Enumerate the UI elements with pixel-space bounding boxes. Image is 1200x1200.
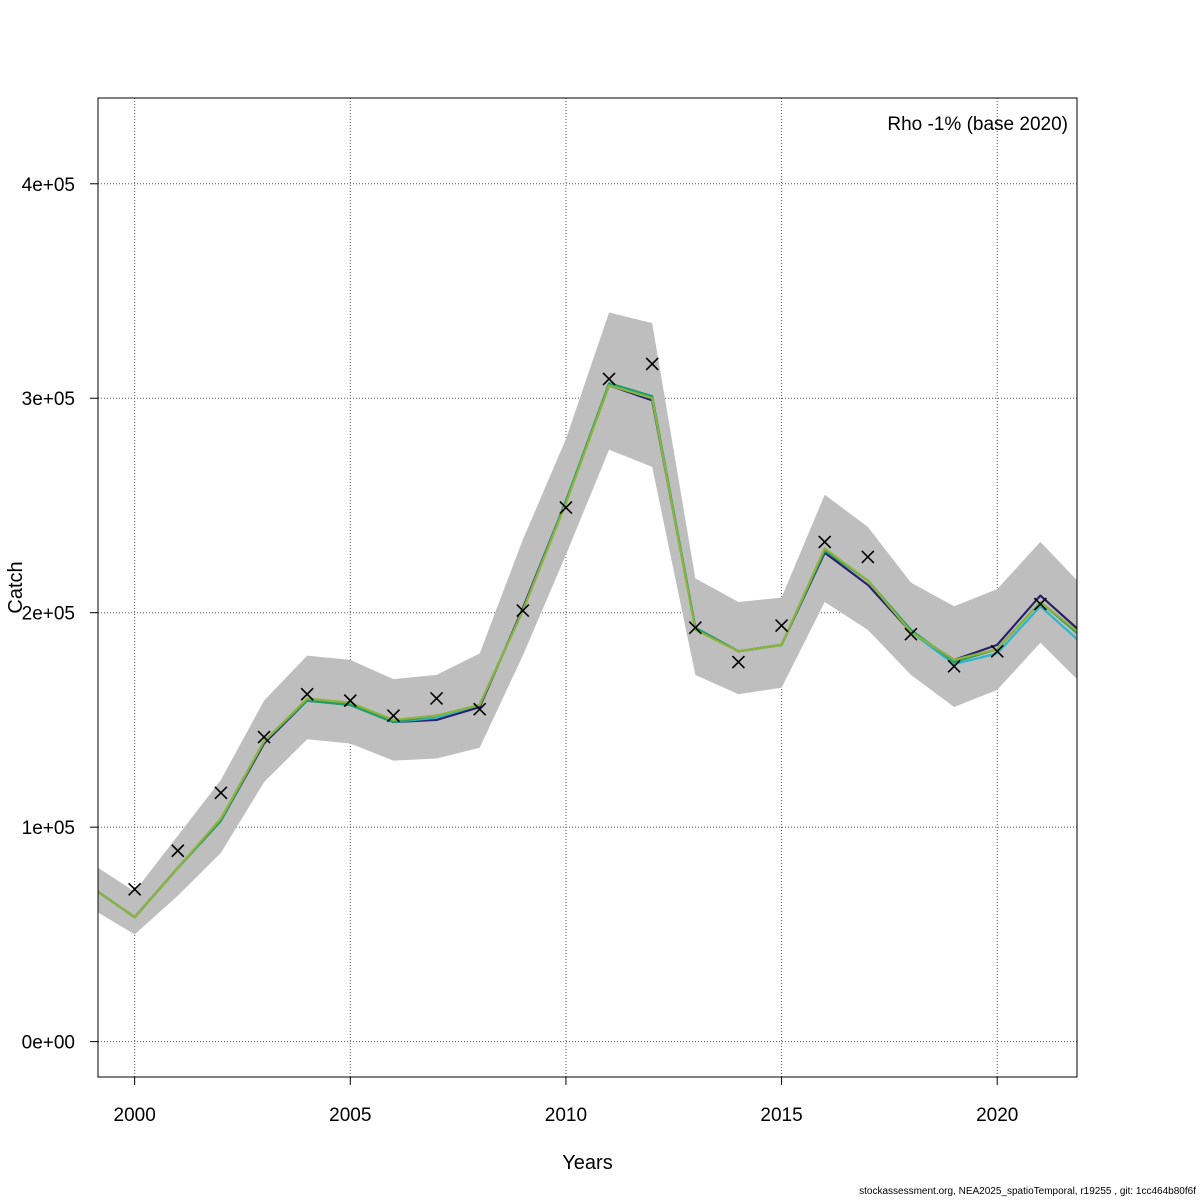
x-tick-label: 2005 — [329, 1105, 371, 1126]
observed-catch-point — [861, 550, 875, 564]
confidence-band-layer — [98, 312, 1077, 935]
y-tick-label: 3e+05 — [22, 389, 75, 410]
y-tick-label: 1e+05 — [22, 818, 75, 839]
observed-catch-point — [343, 694, 357, 708]
y-axis-title: Catch — [5, 561, 27, 613]
observed-catch-point — [775, 619, 789, 633]
grid-lines — [98, 98, 1077, 1077]
observed-catch-point — [1033, 597, 1047, 611]
observed-catch-point — [300, 687, 314, 701]
retro-series-line-4 — [98, 384, 1077, 919]
observed-catch-point — [429, 691, 444, 706]
observed-catch-point — [731, 655, 746, 669]
series-lines-layer — [98, 382, 1077, 919]
x-axis-title: Years — [562, 1152, 612, 1174]
observed-catch-point — [904, 627, 918, 641]
x-tick-label: 2015 — [760, 1105, 802, 1126]
y-tick-label: 2e+05 — [22, 604, 75, 625]
observed-catch-point — [947, 659, 961, 673]
confidence-band — [98, 312, 1077, 935]
y-axis: 0e+00 1e+05 2e+05 3e+05 4e+05 — [22, 175, 98, 1054]
observed-catch-point — [516, 603, 530, 618]
footer-credit: stockassessment.org, NEA2025_spatioTempo… — [859, 1186, 1196, 1197]
x-tick-label: 2020 — [976, 1105, 1018, 1126]
observed-markers-layer — [128, 357, 1047, 896]
observed-catch-point — [214, 786, 228, 800]
observed-catch-point — [688, 621, 702, 635]
observed-catch-point — [257, 730, 271, 744]
y-tick-label: 4e+05 — [22, 175, 75, 196]
plot-frame — [97, 97, 1078, 1078]
observed-catch-point — [171, 844, 185, 858]
x-tick-label: 2000 — [114, 1105, 156, 1126]
observed-catch-point — [386, 709, 400, 723]
observed-catch-point — [645, 357, 659, 371]
observed-catch-point — [559, 501, 573, 515]
observed-catch-point — [602, 372, 616, 386]
retro-annotation: Rho -1% (base 2020) — [887, 114, 1068, 135]
x-axis: 2000 2005 2010 2015 2020 — [114, 1077, 1018, 1126]
observed-catch-point — [128, 882, 142, 896]
observed-catch-point — [990, 644, 1004, 658]
x-tick-label: 2010 — [545, 1105, 587, 1126]
observed-catch-point — [473, 702, 487, 716]
y-tick-label: 0e+00 — [22, 1033, 75, 1054]
observed-catch-point — [818, 535, 832, 549]
